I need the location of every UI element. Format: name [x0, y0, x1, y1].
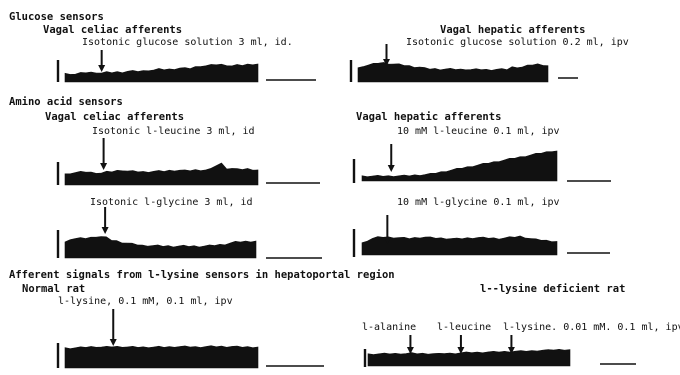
annotation-leucine-hepatic: 10 mM l-leucine 0.1 ml, ipv [397, 126, 560, 137]
stimulus-arrow-p8-1-head [457, 347, 465, 354]
annotation-glucose-hepatic: Isotonic glucose solution 0.2 ml, ipv [406, 37, 629, 48]
annotation-leucine-celiac: Isotonic l-leucine 3 ml, id [92, 126, 255, 137]
stimulus-arrow-p8-0-head [406, 347, 414, 354]
trace-p7 [64, 345, 259, 369]
trace-layer [56, 44, 636, 369]
section-amino-acid-sensors: Amino acid sensors [9, 96, 123, 108]
annotation-glycine-hepatic: 10 mM l-glycine 0.1 ml, ipv [397, 197, 560, 208]
section-glucose-sensors: Glucose sensors [9, 11, 104, 23]
trace-p5 [64, 236, 257, 259]
annotation-glucose-celiac: Isotonic glucose solution 3 ml, id. [82, 37, 293, 48]
section-lysine-sensors: Afferent signals from l-lysine sensors i… [9, 269, 395, 281]
annotation-leucine: l-leucine [437, 322, 492, 333]
annotation-lysine-deficient: l-lysine. 0.01 mM. 0.1 ml, ipv. [503, 322, 680, 333]
stimulus-arrow-p5-0-head [101, 227, 109, 234]
trace-p8 [367, 348, 571, 367]
stimulus-arrow-p1-0-head [98, 65, 106, 72]
subtitle-vagal-celiac-glucose: Vagal celiac afferents [43, 24, 183, 36]
trace-p3 [64, 162, 259, 186]
subtitle-vagal-celiac-amino: Vagal celiac afferents [45, 111, 185, 123]
subtitle-vagal-hepatic-glucose: Vagal hepatic afferents [440, 24, 586, 36]
stimulus-arrow-p2-0-head [383, 59, 390, 66]
stimulus-arrow-p4-0-head [387, 165, 395, 172]
stimulus-arrow-p6-0-head [383, 237, 391, 244]
stimulus-arrow-p8-2-head [507, 347, 515, 354]
subtitle-vagal-hepatic-amino: Vagal hepatic afferents [356, 111, 502, 123]
subtitle-lysine-deficient-rat: l--lysine deficient rat [480, 283, 626, 295]
stimulus-arrow-p7-0-head [109, 339, 117, 346]
annotation-lysine-normal: l-lysine, 0.1 mM, 0.1 ml, ipv [58, 296, 233, 307]
trace-p4 [361, 150, 558, 182]
stimulus-arrow-p3-0-head [100, 163, 108, 170]
subtitle-normal-rat: Normal rat [22, 283, 86, 295]
annotation-glycine-celiac: Isotonic l-glycine 3 ml, id [90, 197, 253, 208]
trace-p6 [361, 235, 558, 256]
annotation-alanine: l-alanine [362, 322, 417, 333]
trace-p1 [64, 63, 259, 83]
